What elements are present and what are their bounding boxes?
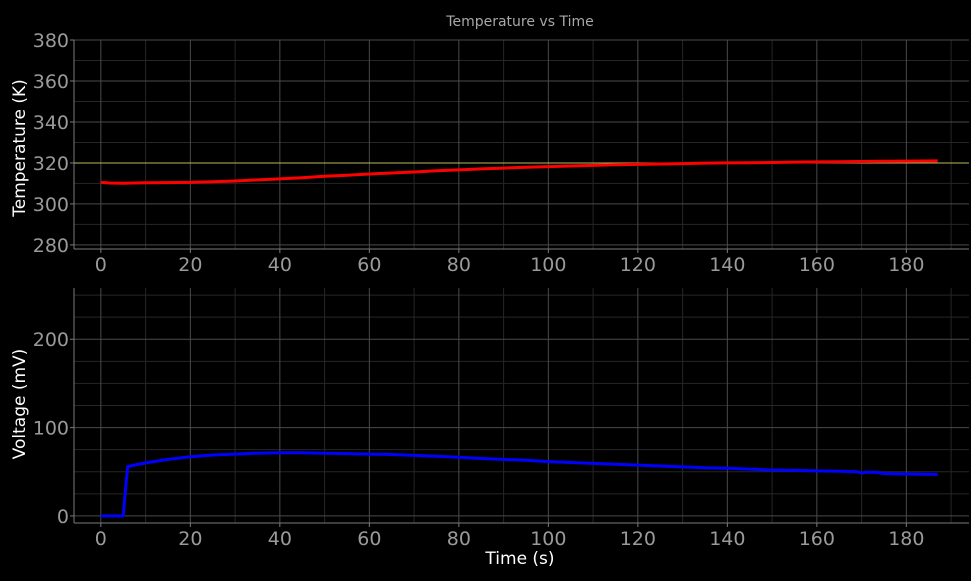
voltage-x-tick-label: 40 bbox=[268, 528, 292, 550]
temperature-x-tick-label: 80 bbox=[447, 254, 471, 276]
voltage-x-tick-label: 100 bbox=[530, 528, 566, 550]
voltage-x-tick-label: 140 bbox=[709, 528, 745, 550]
voltage-series bbox=[100, 451, 938, 518]
temperature-y-tick-label: 280 bbox=[33, 235, 69, 257]
voltage-x-tick-label: 20 bbox=[178, 528, 202, 550]
temperature-y-tick-label: 320 bbox=[33, 153, 69, 175]
temperature-ticks: 280 300 320 340 360 380 0 20 40 60 80 100 120 140 160 1… bbox=[33, 30, 925, 276]
temperature-x-tick-label: 20 bbox=[178, 254, 202, 276]
temperature-y-tick-label: 360 bbox=[33, 71, 69, 93]
voltage-y-tick-label: 0 bbox=[57, 506, 69, 528]
chart-title: Temperature vs Time bbox=[445, 14, 593, 30]
voltage-ticks: 0 100 200 0 20 40 60 80 100 120 140 160 180 bbox=[33, 329, 925, 550]
voltage-x-tick-label: 0 bbox=[95, 528, 107, 550]
voltage-y-tick-label: 200 bbox=[33, 329, 69, 351]
voltage-x-tick-label: 180 bbox=[888, 528, 924, 550]
voltage-x-tick-label: 60 bbox=[357, 528, 381, 550]
temperature-y-tick-label: 300 bbox=[33, 194, 69, 216]
temperature-x-tick-label: 100 bbox=[530, 254, 566, 276]
voltage-y-axis-label: Voltage (mV) bbox=[10, 349, 30, 460]
temperature-x-tick-label: 180 bbox=[888, 254, 924, 276]
temperature-x-tick-label: 120 bbox=[620, 254, 656, 276]
temperature-series bbox=[100, 159, 938, 185]
temperature-x-tick-label: 0 bbox=[95, 254, 107, 276]
voltage-y-tick-label: 100 bbox=[33, 418, 69, 440]
temperature-gridlines bbox=[74, 39, 969, 249]
voltage-x-tick-label: 80 bbox=[447, 528, 471, 550]
temperature-y-axis-label: Temperature (K) bbox=[10, 79, 30, 218]
voltage-x-tick-label: 120 bbox=[620, 528, 656, 550]
voltage-panel: 0 100 200 0 20 40 60 80 100 120 140 160 180 Voltage … bbox=[10, 288, 969, 569]
voltage-gridlines bbox=[74, 288, 969, 523]
temperature-x-tick-label: 140 bbox=[709, 254, 745, 276]
voltage-series-line bbox=[100, 451, 938, 518]
temperature-x-tick-label: 60 bbox=[357, 254, 381, 276]
temperature-x-tick-label: 160 bbox=[799, 254, 835, 276]
temperature-panel: 280 300 320 340 360 380 0 20 40 60 80 100 120 140 160 1… bbox=[10, 30, 969, 276]
temperature-x-tick-label: 40 bbox=[268, 254, 292, 276]
temperature-y-tick-label: 340 bbox=[33, 112, 69, 134]
time-x-axis-label: Time (s) bbox=[484, 549, 554, 569]
temperature-series-line bbox=[100, 159, 938, 185]
temperature-y-tick-label: 380 bbox=[33, 30, 69, 52]
voltage-x-tick-label: 160 bbox=[799, 528, 835, 550]
